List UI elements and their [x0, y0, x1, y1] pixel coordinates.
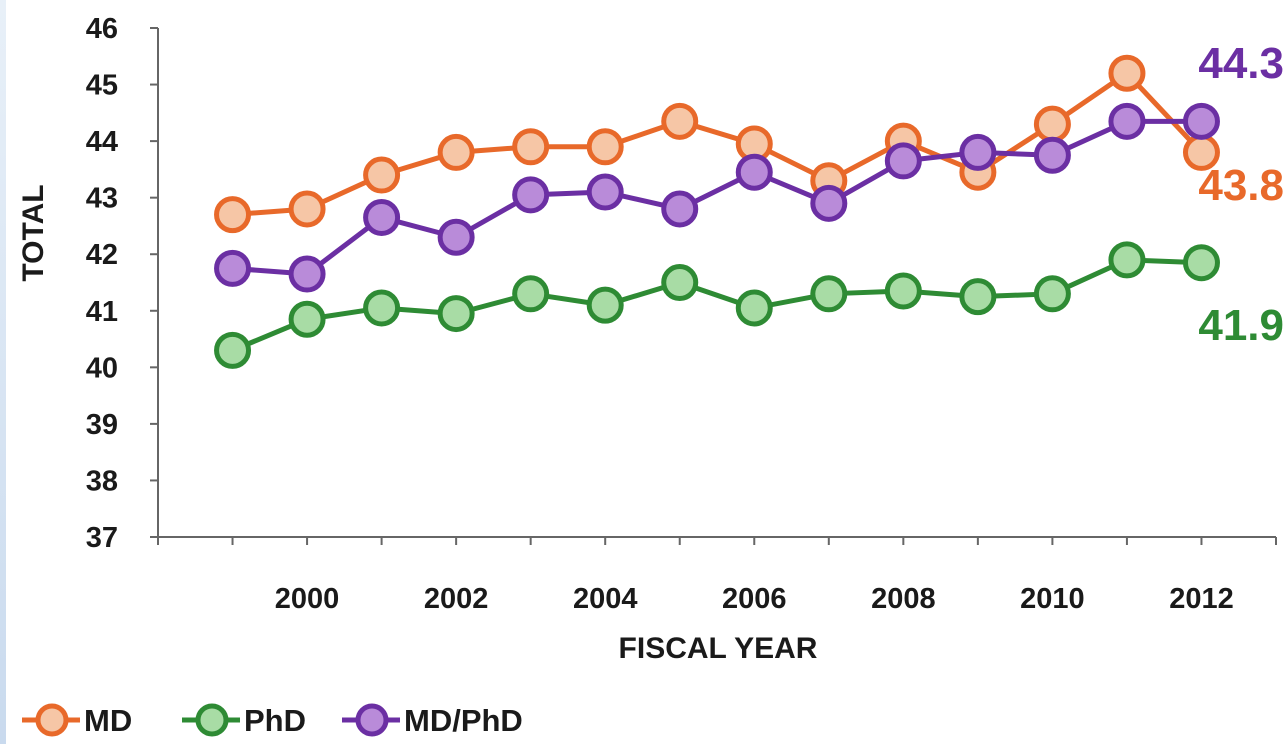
data-point	[437, 133, 475, 171]
data-point	[512, 176, 550, 214]
legend: MD PhD MD/PhD	[22, 703, 523, 738]
data-point	[884, 272, 922, 310]
y-axis-title: TOTAL	[17, 184, 50, 281]
end-value-label: 43.8	[1198, 161, 1284, 210]
data-point	[661, 102, 699, 140]
data-point	[512, 275, 550, 313]
y-tick-label: 44	[86, 126, 118, 158]
chart-axes	[157, 28, 1276, 538]
y-axis-ticks: 37 38 39 40 41 42 43 44 45 46	[86, 13, 158, 554]
data-point	[512, 128, 550, 166]
data-point	[288, 300, 326, 338]
x-tick-label: 2008	[871, 583, 936, 615]
data-point	[586, 173, 624, 211]
data-point	[1182, 244, 1220, 282]
legend-marker	[355, 703, 389, 737]
end-value-labels: 43.8 41.9 44.3	[1198, 39, 1284, 350]
x-tick-label: 2012	[1169, 583, 1234, 615]
data-point	[735, 153, 773, 191]
series-layer	[214, 54, 1220, 369]
data-point	[1182, 102, 1220, 140]
end-value-label: 41.9	[1198, 301, 1284, 350]
x-tick-label: 2000	[275, 583, 340, 615]
x-tick-label: 2006	[722, 583, 787, 615]
data-point	[288, 190, 326, 228]
data-point	[437, 295, 475, 333]
data-point	[1108, 241, 1146, 279]
data-point	[214, 249, 252, 287]
data-point	[810, 275, 848, 313]
data-point	[214, 196, 252, 234]
y-tick-label: 39	[86, 409, 118, 441]
legend-label: MD	[84, 703, 132, 738]
y-tick-label: 41	[86, 296, 118, 328]
data-point	[586, 128, 624, 166]
y-tick-label: 46	[86, 13, 118, 45]
data-point	[661, 264, 699, 301]
legend-marker	[195, 703, 229, 737]
data-point	[586, 286, 624, 324]
data-point	[214, 331, 252, 369]
left-edge-strip	[0, 0, 6, 744]
data-point	[735, 289, 773, 327]
data-point	[1108, 102, 1146, 140]
data-point	[959, 133, 997, 171]
y-tick-label: 43	[86, 183, 118, 215]
legend-label: MD/PhD	[404, 703, 523, 738]
x-tick-label: 2004	[573, 583, 638, 615]
end-value-label: 44.3	[1198, 39, 1284, 88]
x-axis-title: FISCAL YEAR	[619, 632, 818, 665]
data-point	[363, 156, 401, 194]
data-point	[1108, 54, 1146, 92]
data-point	[363, 289, 401, 327]
data-point	[1033, 136, 1071, 174]
data-point	[810, 184, 848, 222]
legend-label: PhD	[244, 703, 306, 738]
x-tick-label: 2010	[1020, 583, 1085, 615]
data-point	[661, 190, 699, 228]
series-phd	[214, 241, 1220, 369]
legend-marker	[35, 703, 69, 737]
y-tick-label: 38	[86, 465, 118, 497]
data-point	[884, 142, 922, 180]
data-point	[288, 255, 326, 293]
data-point	[363, 198, 401, 236]
y-tick-label: 45	[86, 70, 118, 102]
data-point	[959, 278, 997, 316]
y-tick-label: 40	[86, 352, 118, 384]
y-tick-label: 37	[86, 522, 118, 554]
series-md-phd	[214, 102, 1220, 293]
data-point	[1033, 105, 1071, 143]
y-tick-label: 42	[86, 239, 118, 271]
data-point	[1033, 275, 1071, 313]
data-point	[437, 218, 475, 256]
x-tick-label: 2002	[424, 583, 489, 615]
x-axis-ticks: 2000 2002 2004 2006 2008 2010 2012	[157, 537, 1277, 615]
series-md	[214, 54, 1220, 234]
